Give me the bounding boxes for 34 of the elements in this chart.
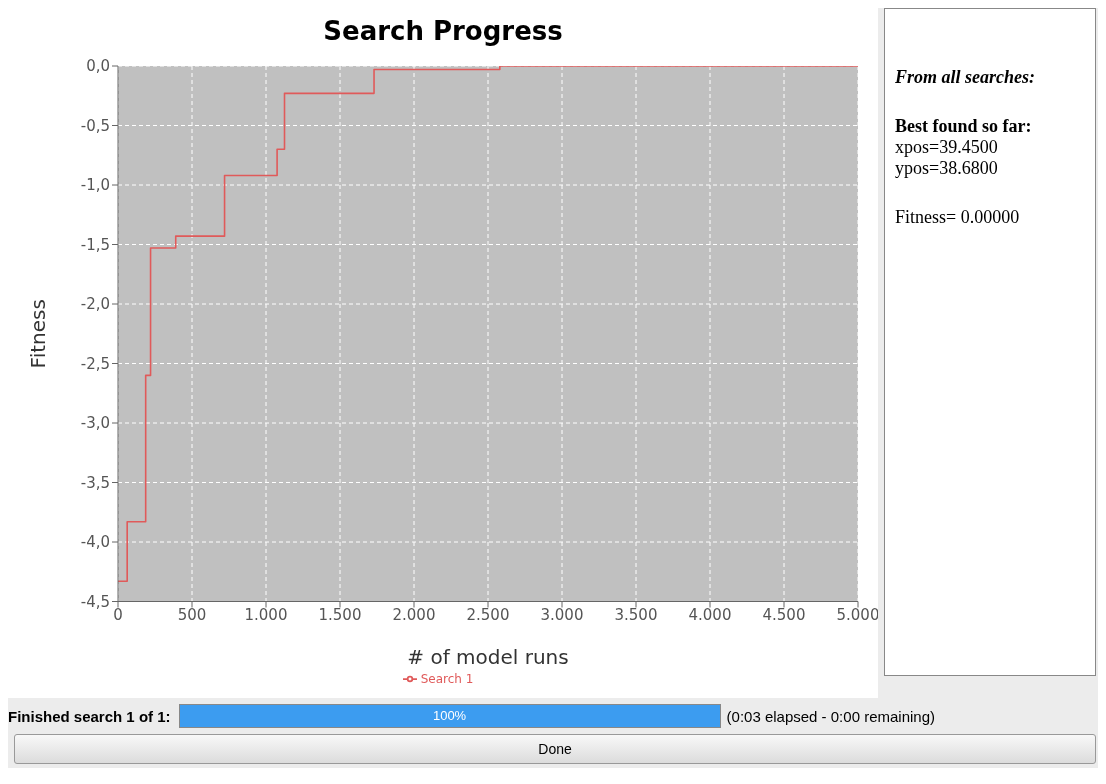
- y-tick-label: -1,0: [80, 176, 110, 195]
- x-tick-label: 2.500: [466, 606, 510, 625]
- x-tick-label: 4.500: [762, 606, 806, 625]
- text: Best found so far:: [895, 116, 1033, 137]
- y-axis-title: Fitness: [26, 299, 51, 369]
- x-tick-label: 3.000: [540, 606, 584, 625]
- y-tick-label: -4,0: [80, 533, 110, 552]
- x-tick-label: 3.500: [614, 606, 658, 625]
- text: ypos=38.6800: [895, 158, 999, 179]
- y-tick-label: -2,5: [80, 354, 110, 373]
- y-tick-label: 0,0: [86, 57, 110, 76]
- x-tick-label: 1.000: [244, 606, 288, 625]
- text: Fitness= 0.00000: [895, 207, 1021, 228]
- x-tick-label: 500: [177, 606, 207, 625]
- x-tick-label: 4.000: [688, 606, 732, 625]
- progress-meter: 100%: [178, 704, 721, 728]
- x-tick-label: 5.000: [836, 606, 880, 625]
- y-tick-label: -2,0: [80, 295, 110, 314]
- chart-title: Search Progress: [322, 15, 564, 48]
- y-tick-label: -0,5: [80, 116, 110, 135]
- y-tick-label: -4,5: [80, 592, 110, 611]
- text: (0:03 elapsed - 0:00 remaining): [726, 707, 936, 725]
- text: From all searches:: [895, 67, 1036, 88]
- x-tick-label: 1.500: [318, 606, 362, 625]
- text: Finished search 1 of 1:: [8, 707, 171, 725]
- x-tick-label: 0: [113, 606, 123, 625]
- text: xpos=39.4500: [895, 137, 999, 158]
- done-button: Done: [14, 734, 1096, 764]
- x-tick-label: 2.000: [392, 606, 436, 625]
- legend-label: Search 1: [420, 671, 474, 686]
- y-tick-label: -1,5: [80, 235, 110, 254]
- y-tick-label: -3,0: [80, 414, 110, 433]
- x-axis-title: # of model runs: [407, 644, 569, 669]
- y-tick-label: -3,5: [80, 473, 110, 492]
